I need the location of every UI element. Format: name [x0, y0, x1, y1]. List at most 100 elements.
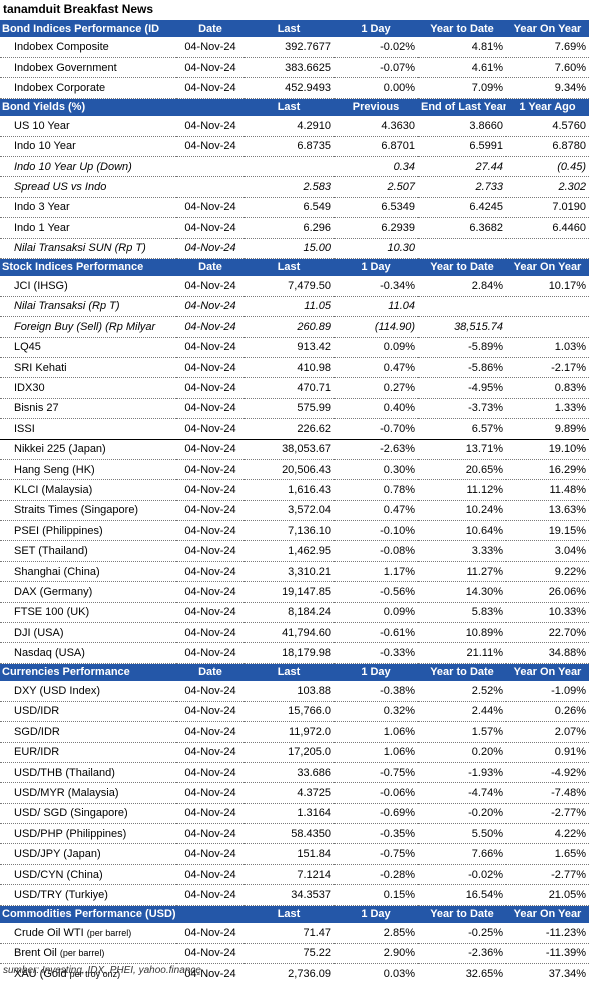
- column-header: 1 Day: [334, 20, 418, 37]
- table-cell: 4.81%: [418, 37, 506, 58]
- row-label: PSEI (Philippines): [0, 520, 176, 542]
- table-cell: 04-Nov-24: [176, 439, 244, 460]
- table-cell: 04-Nov-24: [176, 823, 244, 845]
- table-cell: 75.22: [244, 943, 334, 964]
- table-row: USD/MYR (Malaysia) 04-Nov-24 4.3725 -0.06% -…: [0, 782, 589, 804]
- table-cell: 27.44: [418, 156, 506, 178]
- table-cell: -0.25%: [418, 922, 506, 944]
- table-cell: (114.90): [334, 316, 418, 338]
- row-label: Nilai Transaksi (Rp T): [0, 296, 176, 318]
- table-cell: 2.583: [244, 176, 334, 198]
- table-cell: 0.83%: [506, 377, 589, 399]
- table-row: EUR/IDR 04-Nov-24 17,205.0 1.06% 0.20% 0.91%: [0, 742, 589, 763]
- column-header: End of Last Year: [418, 98, 506, 116]
- column-header: Year to Date: [418, 20, 506, 37]
- row-label: Foreign Buy (Sell) (Rp Milyar: [0, 316, 176, 338]
- table-cell: 04-Nov-24: [176, 418, 244, 440]
- table-cell: 2.52%: [418, 680, 506, 702]
- table-cell: 4.61%: [418, 57, 506, 79]
- table-cell: 1.17%: [334, 561, 418, 583]
- table-cell: 04-Nov-24: [176, 782, 244, 804]
- row-label: JCI (IHSG): [0, 275, 176, 297]
- table-cell: -0.10%: [334, 520, 418, 542]
- table-row: Nilai Transaksi SUN (Rp T) 04-Nov-24 15.00…: [0, 238, 589, 259]
- column-header: 1 Day: [334, 258, 418, 276]
- column-header: Previous: [334, 98, 418, 116]
- table-cell: 9.34%: [506, 77, 589, 99]
- row-label: SET (Thailand): [0, 540, 176, 562]
- table-cell: 6.3682: [418, 217, 506, 239]
- table-cell: 04-Nov-24: [176, 864, 244, 886]
- table-row: DJI (USA) 04-Nov-24 41,794.60 -0.61% 10.89% 2…: [0, 622, 589, 644]
- table-cell: [506, 316, 589, 338]
- table-row: ISSI 04-Nov-24 226.62 -0.70% 6.57% 9.89%: [0, 418, 589, 440]
- column-header: Year to Date: [418, 905, 506, 923]
- table-cell: -3.73%: [418, 398, 506, 420]
- table-cell: -1.93%: [418, 762, 506, 784]
- page-title: tanamduit Breakfast News: [3, 2, 154, 16]
- table-cell: 392.7677: [244, 37, 334, 58]
- currencies-table: Currencies Performance Date Last 1 Day Year …: [0, 663, 589, 906]
- table-cell: 04-Nov-24: [176, 37, 244, 58]
- table-cell: 10.89%: [418, 622, 506, 644]
- stock-indices-header-row: Stock Indices Performance Date Last 1 Day Ye…: [0, 258, 589, 276]
- table-cell: 41,794.60: [244, 622, 334, 644]
- table-cell: -0.56%: [334, 581, 418, 603]
- table-cell: 15,766.0: [244, 701, 334, 723]
- row-label: Indo 10 Year Up (Down): [0, 156, 176, 178]
- table-cell: 04-Nov-24: [176, 622, 244, 644]
- table-row: USD/TRY (Turkiye) 04-Nov-24 34.3537 0.15% 16…: [0, 884, 589, 906]
- row-label: Indo 1 Year: [0, 217, 176, 239]
- table-row: Indo 1 Year 04-Nov-24 6.296 6.2939 6.3682 6.4…: [0, 217, 589, 239]
- table-cell: 04-Nov-24: [176, 884, 244, 906]
- table-cell: 1.65%: [506, 843, 589, 865]
- row-label: FTSE 100 (UK): [0, 602, 176, 624]
- table-cell: 2,736.09: [244, 963, 334, 983]
- row-label: Straits Times (Singapore): [0, 500, 176, 522]
- row-label: Brent Oil: [14, 947, 57, 960]
- table-row: Crude Oil WTI (per barrel) 04-Nov-24 71.47…: [0, 922, 589, 944]
- table-row: DAX (Germany) 04-Nov-24 19,147.85 -0.56% 14.…: [0, 581, 589, 603]
- table-cell: 4.22%: [506, 823, 589, 845]
- table-cell: 2.44%: [418, 701, 506, 723]
- table-cell: 1.33%: [506, 398, 589, 420]
- bond-yields-table: Bond Yields (%) Last Previous End of Last Y…: [0, 98, 589, 259]
- table-cell: 9.22%: [506, 561, 589, 583]
- table-row: Nasdaq (USA) 04-Nov-24 18,179.98 -0.33% 21.1…: [0, 642, 589, 664]
- table-cell: [176, 176, 244, 198]
- row-label-cell: XAU (Gold per troy onz): [0, 963, 176, 983]
- table-cell: 11.48%: [506, 479, 589, 501]
- table-cell: 04-Nov-24: [176, 581, 244, 603]
- table-row: USD/JPY (Japan) 04-Nov-24 151.84 -0.75% 7.66…: [0, 843, 589, 865]
- table-cell: -4.74%: [418, 782, 506, 804]
- table-cell: -0.06%: [334, 782, 418, 804]
- row-label: USD/IDR: [0, 701, 176, 723]
- row-label: Bisnis 27: [0, 398, 176, 420]
- source-note: sumber: Investing, IDX, PHEI, yahoo.fina…: [3, 965, 201, 976]
- table-cell: -4.95%: [418, 377, 506, 399]
- table-cell: 20.65%: [418, 459, 506, 481]
- row-label: Nikkei 225 (Japan): [0, 439, 176, 460]
- table-cell: 14.30%: [418, 581, 506, 603]
- table-cell: 6.4460: [506, 217, 589, 239]
- table-cell: 04-Nov-24: [176, 520, 244, 542]
- table-cell: 0.00%: [334, 77, 418, 99]
- table-cell: -1.09%: [506, 680, 589, 702]
- unit-note: (per barrel): [59, 948, 105, 959]
- row-label: KLCI (Malaysia): [0, 479, 176, 501]
- table-cell: 7,136.10: [244, 520, 334, 542]
- table-cell: 4.2910: [244, 115, 334, 137]
- bond-indices-table: Bond Indices Performance (ID Date Last 1 Da…: [0, 20, 589, 99]
- table-cell: [418, 296, 506, 318]
- table-cell: 7.66%: [418, 843, 506, 865]
- table-cell: 7.09%: [418, 77, 506, 99]
- table-cell: 19.15%: [506, 520, 589, 542]
- row-label: DAX (Germany): [0, 581, 176, 603]
- table-cell: 22.70%: [506, 622, 589, 644]
- table-cell: 04-Nov-24: [176, 602, 244, 624]
- table-cell: [506, 296, 589, 318]
- table-cell: 15.00: [244, 238, 334, 259]
- table-cell: 0.27%: [334, 377, 418, 399]
- table-row: SET (Thailand) 04-Nov-24 1,462.95 -0.08% 3.3…: [0, 540, 589, 562]
- table-cell: 04-Nov-24: [176, 217, 244, 239]
